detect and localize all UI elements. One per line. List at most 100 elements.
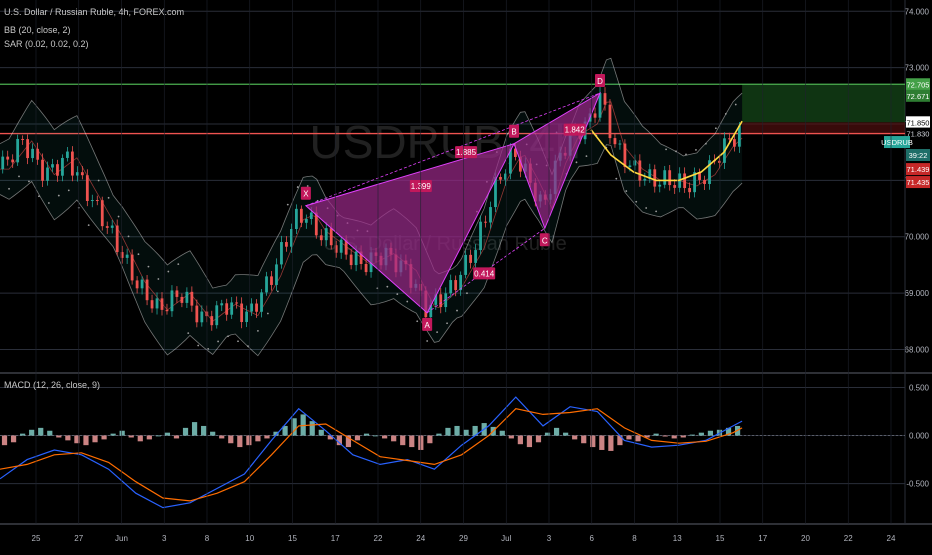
candle-body xyxy=(663,170,667,185)
bollinger-legend[interactable]: BB (20, close, 2) xyxy=(4,25,71,35)
price-label: 39:22 xyxy=(909,151,928,160)
macd-histogram-bar xyxy=(327,435,333,440)
macd-histogram-bar xyxy=(201,425,207,436)
candle-body xyxy=(733,139,736,147)
candle-body xyxy=(693,172,696,193)
candle-body xyxy=(41,159,44,181)
macd-histogram-bar xyxy=(164,432,171,436)
sar-dot xyxy=(575,161,578,164)
macd-histogram-bar xyxy=(65,435,71,441)
time-tick-label: 24 xyxy=(887,534,896,543)
macd-histogram-bar xyxy=(553,427,560,436)
candle-body xyxy=(105,226,109,228)
macd-histogram-bar xyxy=(345,435,352,448)
sar-dot xyxy=(47,202,50,204)
sar-dot xyxy=(167,270,170,273)
macd-legend[interactable]: MACD (12, 26, close, 9) xyxy=(4,380,101,390)
candle-body xyxy=(354,251,358,266)
candle-body xyxy=(66,151,69,158)
candle-body xyxy=(618,143,622,145)
macd-histogram-bar xyxy=(282,425,288,436)
macd-histogram-bar xyxy=(382,435,388,439)
candle-body xyxy=(658,184,662,187)
candle-body xyxy=(90,200,94,202)
macd-histogram-bar xyxy=(409,435,415,448)
candle-body xyxy=(230,302,234,315)
candle-body xyxy=(294,208,298,229)
candle-body xyxy=(668,170,672,186)
time-tick-label: 10 xyxy=(245,534,254,543)
price-tick-label: 68.000 xyxy=(905,345,930,354)
macd-histogram-bar xyxy=(246,435,252,446)
macd-histogram-bar xyxy=(47,430,53,436)
macd-histogram-bar xyxy=(463,429,469,436)
time-tick-label: 29 xyxy=(459,534,468,543)
sar-dot xyxy=(416,320,419,323)
candle-body xyxy=(190,291,194,306)
price-label: USDRUB xyxy=(881,138,913,147)
macd-histogram-bar xyxy=(273,431,279,436)
candle-body xyxy=(737,125,741,147)
candle-body xyxy=(683,173,687,189)
sar-dot xyxy=(296,186,299,188)
sar-dot xyxy=(734,103,737,106)
macd-histogram-bar xyxy=(581,435,587,444)
candle-body xyxy=(728,138,731,140)
candle-body xyxy=(170,290,174,312)
pattern-point-a: A xyxy=(424,321,430,330)
ratio-label-box xyxy=(563,123,586,136)
pattern-point-box xyxy=(595,74,606,87)
candle-body xyxy=(255,303,258,312)
harmonic-xd-line xyxy=(305,92,601,207)
macd-histogram-bar xyxy=(662,435,668,437)
pattern-point-box xyxy=(422,317,433,331)
macd-tick-label: -0.500 xyxy=(906,480,929,489)
sar-dot xyxy=(705,142,707,145)
macd-histogram-bar xyxy=(698,432,704,436)
candle-body xyxy=(275,264,278,285)
macd-histogram-bar xyxy=(707,430,714,436)
sar-dot xyxy=(396,293,399,296)
candle-body xyxy=(285,242,288,247)
candle-body xyxy=(653,169,657,187)
pattern-point-box xyxy=(539,233,550,247)
candle-body xyxy=(290,228,293,247)
sar-dot xyxy=(675,150,677,153)
time-tick-label: 15 xyxy=(288,534,297,543)
price-tick-label: 74.000 xyxy=(905,7,930,16)
sar-dot xyxy=(177,263,180,266)
candle-body xyxy=(180,296,184,303)
candle-body xyxy=(95,200,99,202)
sar-dot xyxy=(217,340,220,343)
macd-histogram-bar xyxy=(318,429,324,436)
price-label-box xyxy=(906,163,930,176)
candle-body xyxy=(613,138,617,145)
candle-body xyxy=(11,159,15,163)
macd-histogram-bar xyxy=(635,435,641,442)
candle-body xyxy=(245,311,249,323)
pattern-point-box xyxy=(509,124,520,138)
candle-body xyxy=(71,151,74,176)
macd-histogram-bar xyxy=(599,435,605,450)
candle-body xyxy=(434,294,438,305)
candle-body xyxy=(329,228,333,246)
candle-body xyxy=(429,304,433,318)
sar-dot xyxy=(38,195,40,198)
candle-body xyxy=(464,254,468,275)
candle-body xyxy=(314,212,318,236)
candle-body xyxy=(225,303,229,315)
time-tick-label: Jul xyxy=(501,534,511,543)
sar-dot xyxy=(67,189,70,192)
candle-body xyxy=(509,148,512,174)
pattern-point-box xyxy=(300,186,311,200)
macd-histogram-bar xyxy=(626,435,632,440)
candle-body xyxy=(61,157,64,176)
macd-histogram-bar xyxy=(191,422,198,436)
candle-body xyxy=(504,173,507,180)
candle-body xyxy=(334,245,338,253)
sar-dot xyxy=(615,177,618,180)
sar-legend[interactable]: SAR (0.02, 0.02, 0.2) xyxy=(4,39,89,49)
candle-body xyxy=(250,303,253,312)
